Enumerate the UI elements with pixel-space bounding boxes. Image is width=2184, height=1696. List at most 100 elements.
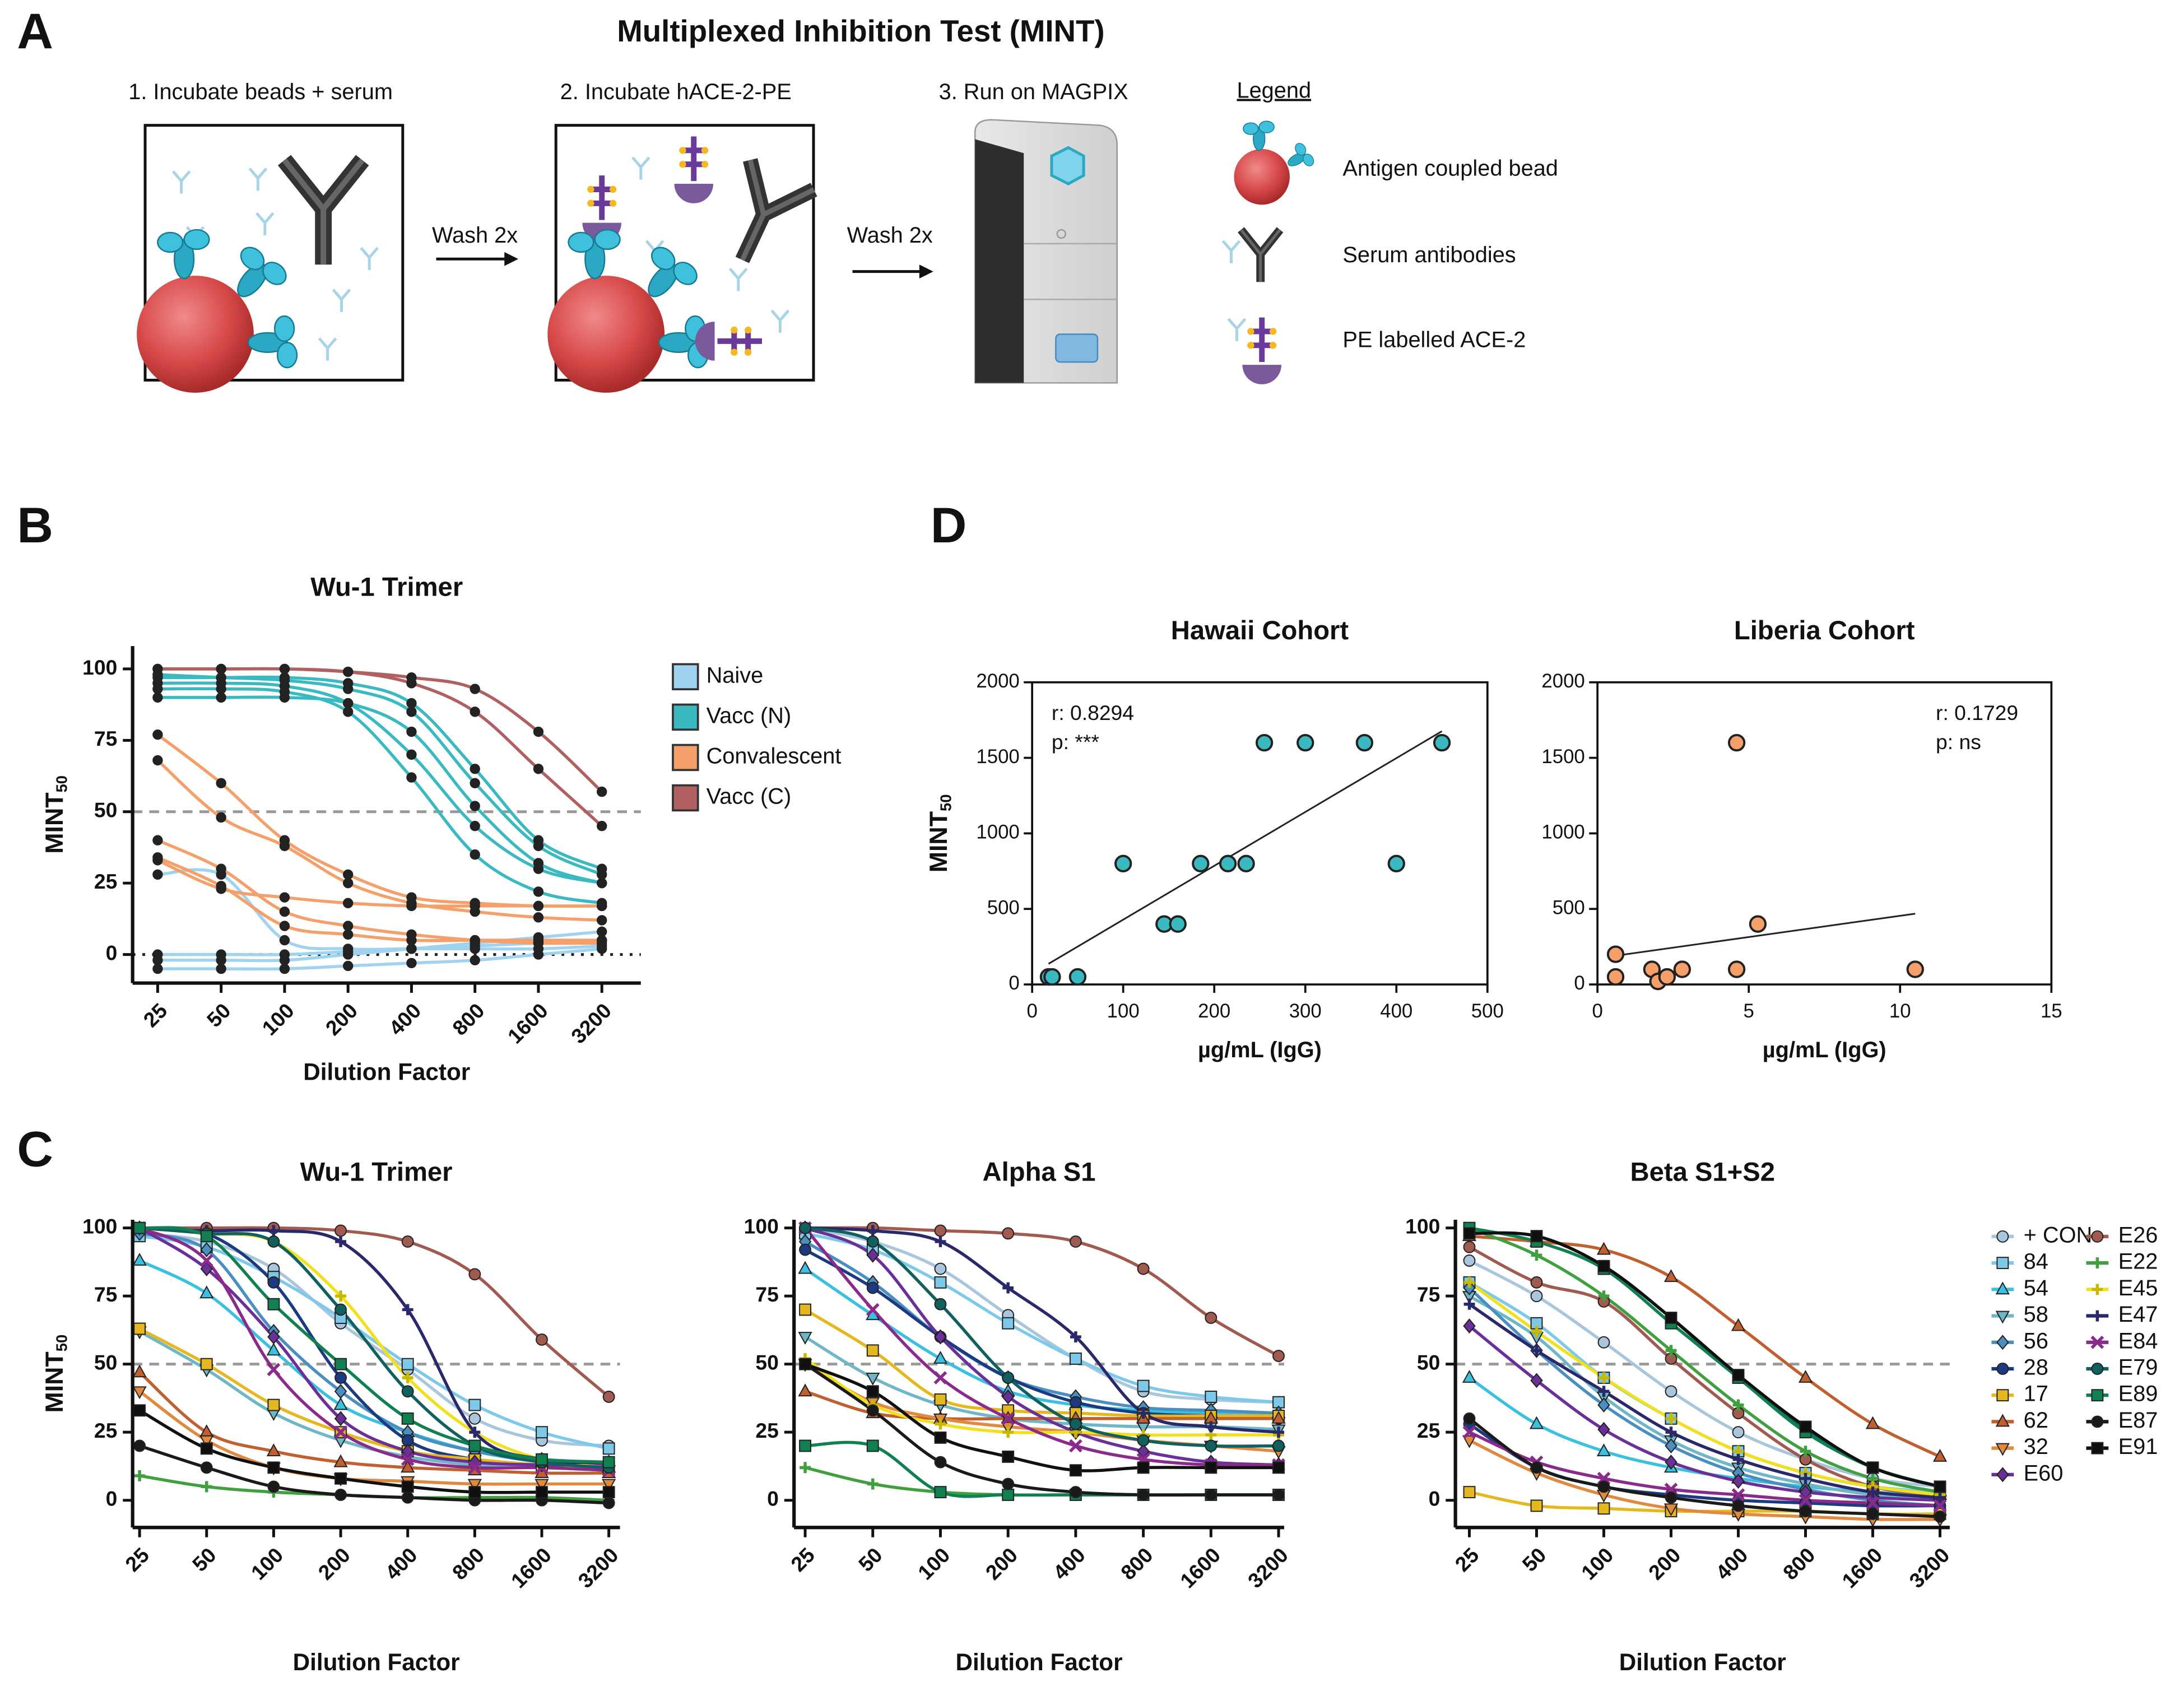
- marker: [267, 1363, 281, 1377]
- y-tick-label: 100: [744, 1214, 779, 1238]
- panel-label: A: [17, 3, 53, 59]
- marker: [406, 772, 417, 783]
- x-axis-label: Dilution Factor: [956, 1649, 1123, 1675]
- marker: [1069, 1439, 1082, 1453]
- x-tick-label: 10: [1889, 1001, 1911, 1022]
- marker: [200, 1242, 213, 1258]
- x-tick-label: 200: [981, 1543, 1023, 1585]
- marker: [1529, 1416, 1544, 1429]
- marker: [216, 663, 226, 675]
- marker: [216, 684, 226, 694]
- y-axis-label-text: MINT: [41, 1351, 68, 1412]
- marker: [1995, 1414, 2010, 1427]
- marker: [934, 1262, 947, 1275]
- marker: [2092, 1310, 2103, 1322]
- marker: [1800, 1446, 1811, 1457]
- marker: [267, 1398, 280, 1411]
- marker: [470, 935, 480, 946]
- marker: [934, 1456, 947, 1469]
- curve: [804, 1240, 1279, 1415]
- marker: [1597, 1421, 1610, 1437]
- marker: [199, 1254, 213, 1267]
- x-tick-label: 3200: [566, 998, 616, 1048]
- legend-label: Convalescent: [707, 744, 842, 768]
- chart-title: Beta S1+S2: [1630, 1158, 1775, 1187]
- marker: [401, 1480, 414, 1493]
- marker: [1273, 1427, 1284, 1438]
- marker: [536, 1426, 548, 1439]
- marker: [2091, 1442, 2104, 1455]
- marker: [470, 849, 480, 860]
- x-tick-label: 25: [786, 1543, 819, 1576]
- marker: [132, 1364, 147, 1378]
- marker: [402, 1304, 413, 1316]
- legend-item: PE labelled ACE-2: [1342, 327, 1526, 352]
- scatter-point: [1749, 915, 1767, 933]
- x-tick-label: 800: [448, 1543, 489, 1585]
- y-tick-label: 25: [94, 1419, 117, 1442]
- marker: [866, 1235, 879, 1248]
- y-axis-label: MINT50: [925, 794, 955, 873]
- marker: [334, 1472, 347, 1485]
- marker: [866, 1281, 879, 1294]
- x-tick-label: 100: [913, 1543, 955, 1585]
- marker: [469, 1427, 481, 1438]
- marker: [1205, 1391, 1218, 1403]
- marker: [152, 692, 163, 703]
- marker: [1597, 1480, 1610, 1493]
- x-tick-label: 3200: [1904, 1543, 1954, 1592]
- y-tick-label: 0: [767, 1487, 779, 1511]
- marker: [933, 1371, 947, 1384]
- x-tick-label: 50: [202, 998, 235, 1031]
- marker: [1597, 1260, 1610, 1272]
- legend-item: Serum antibodies: [1342, 243, 1516, 267]
- marker: [406, 698, 417, 709]
- marker: [533, 858, 544, 868]
- scatter-point: [1433, 733, 1451, 752]
- marker: [934, 1431, 947, 1444]
- marker: [1531, 1345, 1542, 1356]
- legend-swatch: [672, 744, 699, 772]
- scatter-point: [1068, 968, 1087, 986]
- marker: [1596, 1242, 1611, 1255]
- marker: [468, 1461, 482, 1475]
- wash-label: Wash 2x: [432, 223, 518, 248]
- scatter-point: [1169, 915, 1187, 933]
- marker: [536, 1333, 548, 1346]
- y-tick-label: 0: [106, 1487, 118, 1511]
- marker: [1798, 1369, 1813, 1383]
- x-axis-label: µg/mL (IgG): [1763, 1038, 1886, 1062]
- chart-title: Wu-1 Trimer: [310, 573, 463, 602]
- y-tick-label: 50: [94, 1351, 117, 1374]
- marker: [133, 1221, 146, 1234]
- marker: [132, 1252, 147, 1266]
- marker: [216, 812, 226, 823]
- marker: [1002, 1317, 1015, 1330]
- marker: [1597, 1397, 1610, 1413]
- marker: [406, 944, 417, 954]
- marker: [152, 672, 163, 683]
- marker: [1732, 1453, 1744, 1465]
- marker: [1462, 1435, 1477, 1448]
- y-axis-label-sub: 50: [53, 775, 71, 792]
- marker: [406, 900, 417, 912]
- marker: [799, 1221, 811, 1234]
- step-label: 2. Incubate hACE-2-PE: [560, 80, 792, 104]
- marker: [1800, 1472, 1811, 1484]
- marker: [1205, 1439, 1218, 1452]
- legend-label: 56: [2024, 1328, 2048, 1353]
- marker: [866, 1404, 879, 1417]
- marker: [1996, 1467, 2009, 1483]
- y-tick-label: 0: [106, 941, 118, 964]
- marker: [279, 906, 290, 917]
- marker: [279, 840, 290, 852]
- marker: [535, 1479, 549, 1492]
- x-axis-label: µg/mL (IgG): [1198, 1038, 1322, 1062]
- marker: [867, 1478, 879, 1490]
- y-tick-label: 50: [94, 798, 117, 822]
- marker: [533, 912, 544, 923]
- curve: [805, 1226, 1279, 1467]
- legend-swatch: [672, 663, 699, 691]
- marker: [1732, 1474, 1745, 1489]
- marker: [1996, 1335, 2009, 1350]
